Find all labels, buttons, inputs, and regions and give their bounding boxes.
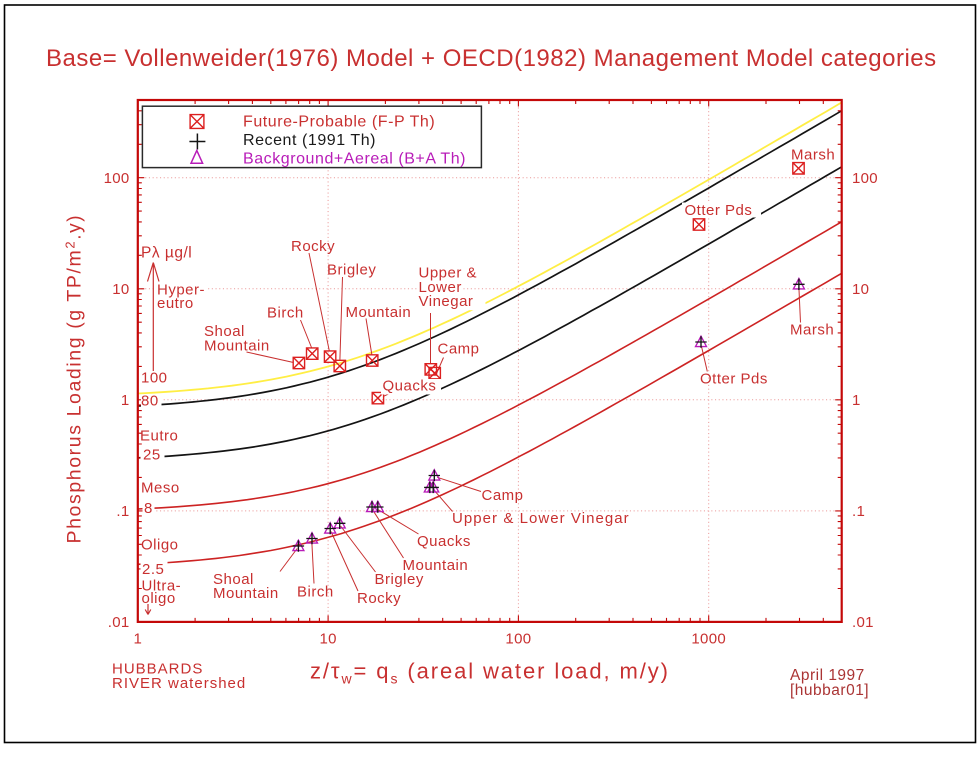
svg-text:10: 10 bbox=[319, 631, 336, 648]
svg-text:100: 100 bbox=[104, 170, 130, 187]
svg-text:Upper &: Upper & bbox=[419, 265, 478, 282]
svg-text:.1: .1 bbox=[116, 503, 129, 520]
svg-text:Marsh: Marsh bbox=[790, 322, 834, 339]
svg-text:Shoal: Shoal bbox=[213, 571, 254, 588]
svg-text:Birch: Birch bbox=[297, 583, 334, 600]
svg-text:Rocky: Rocky bbox=[291, 238, 335, 255]
svg-text:Camp: Camp bbox=[482, 487, 524, 504]
svg-text:Brigley: Brigley bbox=[375, 571, 424, 588]
svg-text:z/τw= qs (areal water load, m/: z/τw= qs (areal water load, m/y) bbox=[310, 659, 670, 687]
svg-text:Otter Pds: Otter Pds bbox=[700, 370, 768, 387]
svg-text:Oligo: Oligo bbox=[141, 537, 179, 554]
svg-text:1: 1 bbox=[133, 631, 142, 648]
svg-text:Mountain: Mountain bbox=[204, 337, 270, 354]
svg-text:Vinegar: Vinegar bbox=[419, 293, 474, 310]
svg-text:Upper & Lower Vinegar: Upper & Lower Vinegar bbox=[452, 510, 630, 527]
svg-text:Eutro: Eutro bbox=[140, 428, 178, 445]
svg-text:Phosphorus Loading (g TP/m2.y): Phosphorus Loading (g TP/m2.y) bbox=[63, 214, 86, 544]
svg-text:1: 1 bbox=[852, 392, 861, 409]
svg-text:Shoal: Shoal bbox=[204, 323, 245, 340]
svg-text:Quacks: Quacks bbox=[417, 533, 471, 550]
svg-text:.1: .1 bbox=[852, 503, 865, 520]
svg-text:Brigley: Brigley bbox=[327, 262, 376, 279]
svg-text:1000: 1000 bbox=[691, 631, 726, 648]
svg-text:.01: .01 bbox=[852, 614, 874, 631]
svg-text:Rocky: Rocky bbox=[357, 590, 401, 607]
svg-text:10: 10 bbox=[112, 281, 129, 298]
svg-text:25: 25 bbox=[143, 447, 161, 464]
svg-text:Base= Vollenweider(1976) Model: Base= Vollenweider(1976) Model + OECD(19… bbox=[46, 45, 937, 72]
svg-text:Camp: Camp bbox=[438, 341, 480, 358]
svg-text:Meso: Meso bbox=[141, 480, 180, 497]
svg-text:eutro: eutro bbox=[157, 295, 194, 312]
svg-text:Mountain: Mountain bbox=[346, 304, 412, 321]
svg-text:oligo: oligo bbox=[142, 590, 176, 607]
svg-text:Lower: Lower bbox=[419, 279, 462, 296]
svg-text:[hubbar01]: [hubbar01] bbox=[790, 682, 869, 699]
svg-text:Birch: Birch bbox=[267, 305, 304, 322]
svg-text:Mountain: Mountain bbox=[403, 557, 469, 574]
svg-text:Otter Pds: Otter Pds bbox=[685, 202, 753, 219]
svg-text:2.5: 2.5 bbox=[142, 561, 164, 578]
svg-text:Ultra-: Ultra- bbox=[142, 578, 182, 595]
svg-text:Recent (1991 Th): Recent (1991 Th) bbox=[243, 132, 376, 149]
svg-text:Quacks: Quacks bbox=[383, 378, 437, 395]
svg-text:April 1997: April 1997 bbox=[790, 667, 865, 684]
svg-text:HUBBARDS: HUBBARDS bbox=[112, 661, 203, 678]
svg-text:Marsh: Marsh bbox=[791, 146, 835, 163]
svg-text:Pλ µg/l: Pλ µg/l bbox=[141, 245, 192, 262]
svg-text:RIVER watershed: RIVER watershed bbox=[112, 675, 246, 692]
svg-text:100: 100 bbox=[141, 370, 168, 387]
svg-text:100: 100 bbox=[505, 631, 531, 648]
svg-text:Future-Probable (F-P Th): Future-Probable (F-P Th) bbox=[243, 114, 435, 131]
svg-text:Hyper-: Hyper- bbox=[157, 282, 205, 299]
svg-text:10: 10 bbox=[852, 281, 869, 298]
svg-text:Background+Aereal (B+A Th): Background+Aereal (B+A Th) bbox=[243, 151, 466, 168]
svg-text:.01: .01 bbox=[108, 614, 130, 631]
svg-text:100: 100 bbox=[852, 170, 878, 187]
svg-text:Mountain: Mountain bbox=[213, 585, 279, 602]
svg-text:8: 8 bbox=[144, 500, 153, 517]
svg-text:80: 80 bbox=[141, 393, 159, 410]
svg-text:1: 1 bbox=[121, 392, 130, 409]
